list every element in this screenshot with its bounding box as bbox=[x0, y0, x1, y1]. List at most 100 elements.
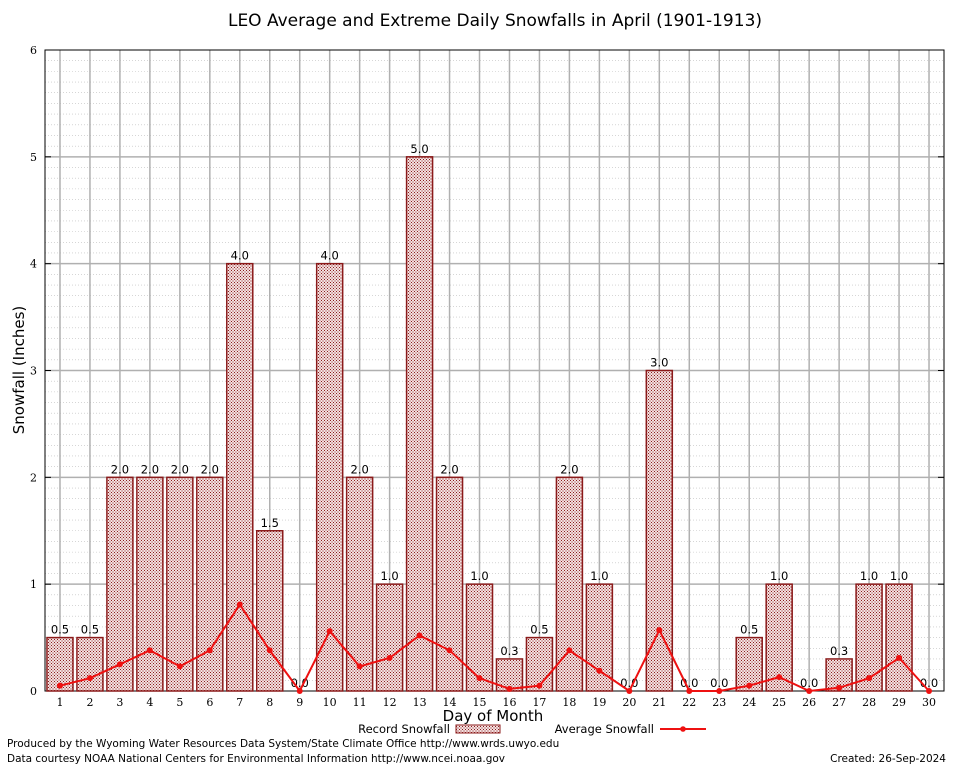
average-point bbox=[716, 688, 723, 694]
record-bar bbox=[885, 583, 913, 692]
x-tick-label: 3 bbox=[116, 696, 123, 709]
record-bar bbox=[585, 583, 614, 692]
average-point bbox=[926, 688, 933, 694]
y-tick-label: 6 bbox=[30, 44, 37, 57]
bar-value-label: 0.0 bbox=[800, 676, 818, 690]
x-tick-label: 8 bbox=[266, 696, 273, 709]
bar-value-label: 0.3 bbox=[500, 644, 518, 658]
record-bar bbox=[196, 476, 224, 692]
bar-value-label: 1.0 bbox=[470, 569, 488, 583]
x-tick-label: 12 bbox=[383, 696, 397, 709]
average-point bbox=[266, 647, 273, 654]
average-point bbox=[566, 647, 573, 654]
average-point bbox=[296, 688, 303, 694]
average-point bbox=[626, 688, 633, 694]
footer-created: Created: 26-Sep-2024 bbox=[830, 753, 946, 765]
record-bar bbox=[345, 476, 374, 692]
x-tick-label: 16 bbox=[502, 696, 516, 709]
legend-label-record: Record Snowfall bbox=[358, 722, 450, 736]
average-point bbox=[476, 675, 483, 682]
x-tick-label: 20 bbox=[622, 696, 636, 709]
bar-value-label: 2.0 bbox=[111, 462, 129, 476]
bar-value-label: 5.0 bbox=[410, 142, 428, 156]
average-point bbox=[866, 675, 873, 682]
x-tick-label: 6 bbox=[206, 696, 213, 709]
bar-value-label: 1.0 bbox=[890, 569, 908, 583]
record-bar bbox=[855, 583, 883, 692]
bar-value-label: 1.0 bbox=[590, 569, 608, 583]
record-bar bbox=[166, 476, 194, 692]
average-point bbox=[206, 647, 213, 654]
x-tick-label: 15 bbox=[473, 696, 487, 709]
bar-value-label: 2.0 bbox=[560, 462, 578, 476]
y-axis-title: Snowfall (Inches) bbox=[10, 306, 28, 434]
bar-value-label: 0.5 bbox=[740, 623, 758, 637]
record-bar bbox=[645, 369, 674, 692]
record-bar bbox=[405, 156, 434, 692]
x-tick-label: 7 bbox=[236, 696, 243, 709]
bar-value-label: 1.0 bbox=[380, 569, 398, 583]
average-point bbox=[446, 647, 453, 654]
bar-value-label: 2.0 bbox=[171, 462, 189, 476]
average-point bbox=[506, 685, 513, 692]
bar-value-label: 2.0 bbox=[351, 462, 369, 476]
x-tick-label: 2 bbox=[86, 696, 93, 709]
y-axis: 0 1 2 3 4 5 6 bbox=[30, 44, 944, 698]
legend-label-average: Average Snowfall bbox=[555, 722, 654, 736]
x-tick-label: 11 bbox=[353, 696, 367, 709]
bar-labels: 0.5 0.5 2.0 2.0 2.0 2.0 4.0 1.5 0.0 4.0 2.0 1.0 5.0 2… bbox=[51, 142, 938, 690]
average-series-line bbox=[59, 602, 930, 693]
y-tick-label: 5 bbox=[30, 151, 37, 164]
average-point bbox=[776, 674, 783, 681]
average-point bbox=[326, 628, 333, 635]
legend: Record Snowfall Average Snowfall bbox=[358, 722, 706, 736]
average-point bbox=[896, 654, 903, 661]
x-tick-label: 27 bbox=[832, 696, 846, 709]
bar-value-label: 2.0 bbox=[440, 462, 458, 476]
average-point bbox=[806, 688, 813, 694]
bar-value-label: 4.0 bbox=[231, 249, 249, 263]
record-bar bbox=[136, 476, 164, 692]
x-axis-title: Day of Month bbox=[443, 707, 544, 725]
average-line bbox=[56, 601, 933, 694]
x-tick-label: 26 bbox=[802, 696, 816, 709]
bar-value-label: 1.0 bbox=[770, 569, 788, 583]
x-tick-label: 24 bbox=[742, 696, 756, 709]
bar-value-label: 0.0 bbox=[291, 676, 309, 690]
bar-value-label: 0.5 bbox=[530, 623, 548, 637]
x-tick-label: 13 bbox=[413, 696, 427, 709]
x-tick-label: 4 bbox=[146, 696, 153, 709]
average-point bbox=[116, 661, 123, 668]
record-bar bbox=[106, 476, 134, 692]
bar-value-label: 0.3 bbox=[830, 644, 848, 658]
record-bar bbox=[315, 262, 344, 692]
bar-value-label: 0.5 bbox=[81, 623, 99, 637]
record-bar bbox=[435, 476, 464, 692]
x-tick-label: 9 bbox=[296, 696, 303, 709]
x-tick-label: 18 bbox=[562, 696, 576, 709]
record-bar bbox=[76, 636, 104, 692]
legend-swatch-record bbox=[455, 724, 501, 734]
bar-value-label: 0.0 bbox=[710, 676, 728, 690]
average-point bbox=[236, 601, 243, 608]
bar-value-label: 3.0 bbox=[650, 356, 668, 370]
y-tick-label: 3 bbox=[30, 365, 37, 378]
legend-marker-average bbox=[680, 726, 686, 732]
x-axis: 1 2 3 4 5 6 7 8 9 10 11 12 13 14 15 16 17 18 19 20 21 22 23 24 2… bbox=[56, 696, 936, 709]
average-point bbox=[836, 684, 843, 691]
x-tick-label: 28 bbox=[862, 696, 876, 709]
x-tick-label: 30 bbox=[922, 696, 936, 709]
y-tick-label: 2 bbox=[30, 471, 37, 484]
x-tick-label: 23 bbox=[712, 696, 726, 709]
y-tick-label: 1 bbox=[30, 578, 37, 591]
record-bar bbox=[226, 262, 254, 692]
x-tick-label: 19 bbox=[592, 696, 606, 709]
average-point bbox=[686, 688, 693, 694]
average-point bbox=[536, 682, 543, 689]
x-tick-label: 21 bbox=[652, 696, 666, 709]
bars bbox=[46, 156, 913, 692]
average-point bbox=[386, 654, 393, 661]
bar-value-label: 2.0 bbox=[141, 462, 159, 476]
x-tick-label: 25 bbox=[772, 696, 786, 709]
